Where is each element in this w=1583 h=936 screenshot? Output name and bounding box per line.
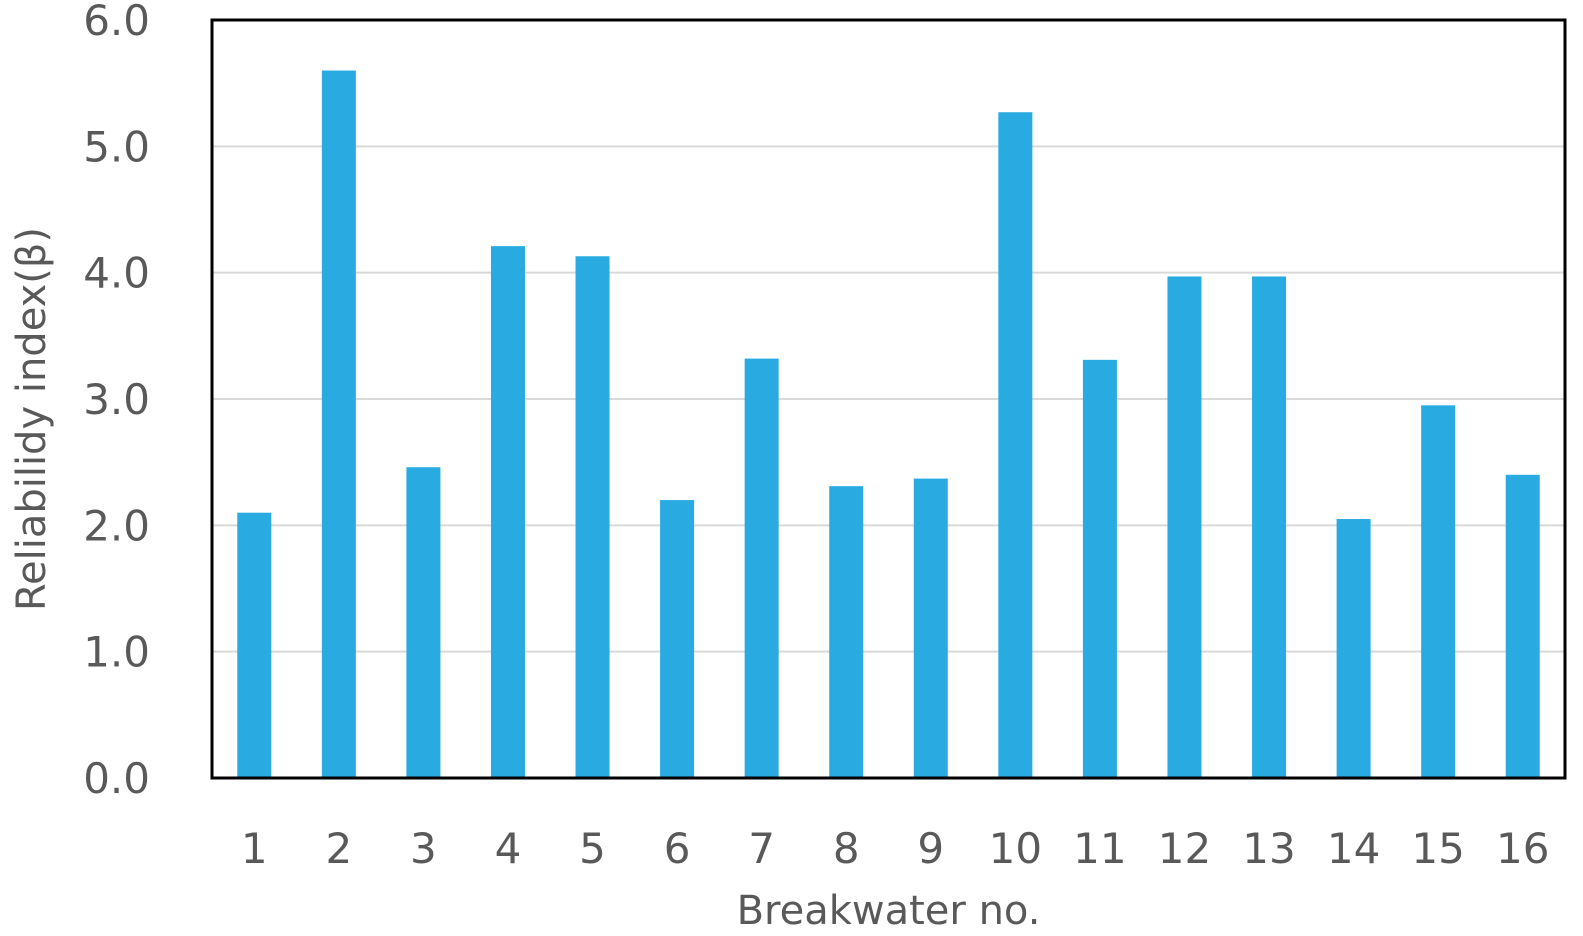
bar-13	[1252, 276, 1287, 778]
x-axis-title: Breakwater no.	[737, 888, 1041, 934]
y-tick-label: 1.0	[83, 628, 150, 677]
y-axis-title: Reliabilidy index(β)	[9, 227, 55, 611]
y-tick-label: 5.0	[83, 122, 150, 171]
y-tick-label: 6.0	[83, 0, 150, 45]
x-tick-label: 9	[917, 824, 944, 873]
y-tick-label: 3.0	[83, 375, 150, 424]
x-tick-label: 6	[664, 824, 691, 873]
bar-15	[1421, 405, 1456, 778]
x-tick-label: 11	[1073, 824, 1126, 873]
x-tick-label: 5	[579, 824, 606, 873]
bar-2	[321, 70, 356, 779]
x-tick-label: 2	[325, 824, 352, 873]
x-tick-label: 16	[1496, 824, 1549, 873]
x-tick-label: 12	[1158, 824, 1211, 873]
bar-11	[1082, 359, 1117, 778]
bar-1	[237, 512, 272, 778]
x-tick-label: 10	[989, 824, 1042, 873]
bar-7	[744, 358, 779, 778]
bar-10	[998, 112, 1033, 779]
y-tick-label: 0.0	[83, 754, 150, 803]
y-axis-ticks: 0.0 1.0 2.0 3.0 4.0 5.0 6.0	[83, 0, 150, 803]
x-tick-label: 1	[241, 824, 268, 873]
x-tick-label: 8	[833, 824, 860, 873]
x-tick-label: 14	[1327, 824, 1380, 873]
bar-14	[1336, 519, 1371, 778]
x-axis-ticks: 1 2 3 4 5 6 7 8 9 10 11 12 13 14 15 16	[241, 824, 1550, 873]
bar-4	[490, 246, 525, 779]
plot-area-frame	[210, 18, 1567, 780]
bar-3	[406, 467, 441, 778]
bar-16	[1505, 474, 1540, 778]
bars	[237, 70, 1540, 779]
y-tick-label: 4.0	[83, 249, 150, 298]
bar-5	[575, 256, 610, 778]
bar-8	[829, 486, 864, 778]
bar-6	[660, 500, 695, 778]
x-tick-label: 7	[748, 824, 775, 873]
x-tick-label: 3	[410, 824, 437, 873]
x-tick-label: 13	[1242, 824, 1295, 873]
bar-12	[1167, 276, 1202, 778]
x-tick-label: 15	[1411, 824, 1464, 873]
x-tick-label: 4	[495, 824, 522, 873]
bar-9	[913, 478, 948, 778]
y-tick-label: 2.0	[83, 501, 150, 550]
